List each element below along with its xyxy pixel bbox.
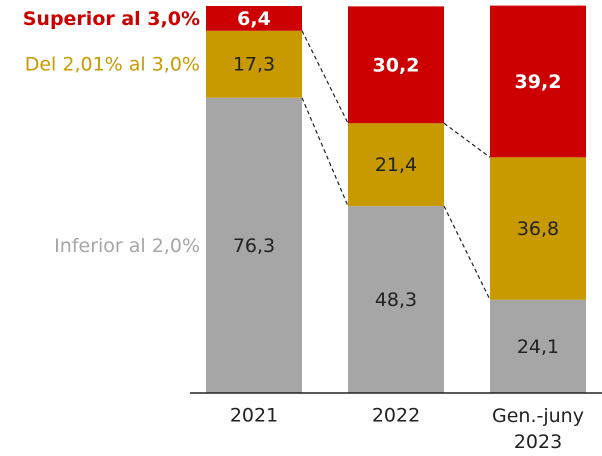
bar-segment <box>206 30 302 98</box>
value-label: 48,3 <box>375 289 417 311</box>
connector <box>301 97 349 207</box>
legend-label: Inferior al 2,0% <box>54 235 200 257</box>
value-label: 6,4 <box>237 8 271 30</box>
bar-segment <box>206 97 302 394</box>
x-tick-label: Gen.-juny 2023 <box>492 405 584 453</box>
value-label: 76,3 <box>233 235 275 257</box>
bar-segment <box>348 123 444 207</box>
x-tick-label: 2021 <box>230 405 278 427</box>
connector <box>443 122 491 158</box>
value-label: 17,3 <box>233 54 275 76</box>
bar-segment <box>490 157 586 300</box>
value-label: 21,4 <box>375 154 417 176</box>
bar-segment <box>348 6 444 124</box>
legend-label: Del 2,01% al 3,0% <box>25 54 200 76</box>
value-label: 39,2 <box>515 71 562 93</box>
value-label: 36,8 <box>517 218 559 240</box>
legend-label: Superior al 3,0% <box>23 8 200 30</box>
bar-segment <box>348 206 444 393</box>
x-tick-label: 2022 <box>372 405 420 427</box>
value-label: 24,1 <box>517 336 559 358</box>
bar-segment <box>490 299 586 393</box>
connector <box>443 205 491 300</box>
value-label: 30,2 <box>373 54 420 76</box>
connector <box>301 30 349 124</box>
bar-segment <box>206 6 302 31</box>
bar-segment <box>490 5 586 158</box>
